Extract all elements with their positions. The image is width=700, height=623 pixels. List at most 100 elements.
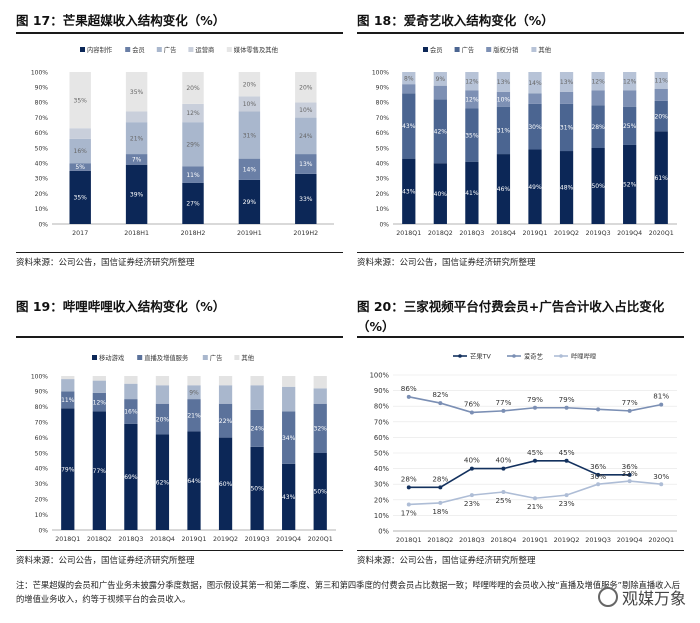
data-label: 41% (465, 190, 479, 197)
data-point (564, 405, 569, 410)
data-point (533, 405, 537, 410)
data-point (406, 485, 411, 490)
bar-segment (559, 151, 574, 224)
bar-segment (187, 376, 201, 386)
data-label: 49% (528, 184, 542, 191)
bar-segment (559, 91, 574, 104)
chart-title: 图 17：芒果超媒收入结构变化（%） (16, 13, 226, 28)
bar-segment (238, 158, 261, 180)
x-tick-label: 2018Q1 (396, 230, 421, 237)
y-tick-label: 90% (35, 85, 49, 92)
legend-swatch (423, 47, 428, 52)
data-label: 24% (299, 133, 313, 140)
x-tick-label: 2019Q4 (617, 536, 643, 544)
data-label: 9% (189, 389, 199, 396)
data-label: 46% (497, 186, 511, 193)
data-point (501, 466, 506, 471)
data-point (469, 410, 474, 415)
bar-segment (295, 117, 317, 155)
data-label: 10% (299, 107, 313, 114)
bar-segment (591, 90, 605, 106)
bar-segment (654, 131, 668, 224)
legend-label: 媒体零售及其他 (234, 45, 279, 54)
bar-segment (313, 376, 327, 389)
data-label: 12% (465, 78, 479, 85)
data-label: 77% (93, 468, 107, 475)
data-label: 29% (243, 199, 257, 206)
title-rule (357, 336, 684, 338)
bar-segment (496, 91, 511, 107)
data-label: 21% (130, 135, 144, 142)
bar-segment (623, 106, 637, 145)
x-tick-label: 2019Q3 (585, 536, 611, 544)
bar-segment (528, 72, 542, 94)
y-tick-label: 100% (31, 373, 48, 380)
x-tick-label: 2019Q4 (617, 230, 642, 237)
legend-label: 广告 (210, 353, 223, 362)
data-point (501, 490, 506, 494)
legend-label: 内容制作 (87, 45, 113, 54)
y-tick-label: 60% (374, 434, 390, 442)
data-label: 22% (219, 418, 233, 425)
data-label: 33% (299, 196, 313, 203)
bar-segment (496, 154, 511, 224)
bar-segment (402, 93, 416, 159)
bar-segment (187, 399, 201, 432)
data-label: 28% (432, 474, 448, 483)
legend-swatch (80, 47, 85, 52)
bar-segment (92, 376, 106, 381)
bar-segment (92, 411, 106, 530)
legend-label: 版权分销 (493, 45, 518, 54)
bar-segment (69, 170, 91, 224)
bar-segment (654, 100, 668, 132)
bar-segment (61, 379, 75, 392)
x-tick-label: 2018Q3 (459, 230, 484, 237)
data-label: 30% (590, 472, 606, 481)
legend-swatch (92, 355, 97, 360)
x-tick-label: 2018Q3 (118, 536, 143, 543)
legend-swatch (486, 47, 492, 52)
source-note: 资料来源：公司公告，国信证券经济研究所整理 (16, 556, 195, 566)
bar-segment (218, 385, 233, 404)
bar-segment (295, 173, 317, 224)
x-tick-label: 2019Q3 (586, 230, 611, 237)
data-label: 43% (282, 494, 296, 501)
data-label: 9% (436, 76, 446, 83)
y-tick-label: 60% (35, 130, 49, 137)
data-label: 76% (464, 399, 480, 408)
y-tick-label: 10% (35, 206, 49, 213)
panel-fig17: 图 17：芒果超媒收入结构变化（%） 0% 10% 20% 30% 40% 50% 60% 7… (16, 8, 343, 278)
y-tick-label: 40% (35, 161, 49, 168)
bar-segment (125, 72, 148, 112)
data-point (406, 394, 411, 399)
data-label: 40% (495, 456, 511, 465)
data-label: 36% (590, 462, 606, 471)
bar-segment (124, 423, 138, 530)
y-tick-label: 30% (35, 176, 49, 183)
data-label: 43% (402, 189, 416, 196)
y-tick-label: 20% (35, 191, 49, 198)
bar-segment (69, 163, 91, 171)
legend-swatch (454, 47, 460, 52)
data-point (501, 408, 506, 413)
data-point (564, 458, 569, 463)
y-tick-label: 40% (35, 466, 49, 473)
data-label: 20% (655, 113, 669, 120)
bar-segment (433, 72, 447, 86)
legend-swatch (125, 47, 131, 52)
x-tick-label: 2019Q2 (554, 536, 580, 544)
x-tick-label: 2018Q4 (491, 536, 517, 544)
data-label: 11% (655, 78, 669, 85)
data-label: 32% (314, 426, 328, 433)
legend-label: 会员 (132, 45, 145, 54)
x-tick-label: 2019Q1 (523, 230, 548, 237)
data-label: 20% (299, 84, 313, 91)
bar-segment (295, 72, 317, 103)
x-tick-label: 2019Q4 (276, 536, 301, 543)
bar-segment (92, 380, 106, 393)
bar-segment (654, 88, 668, 101)
data-label: 86% (401, 384, 417, 393)
data-label: 36% (622, 462, 638, 471)
y-tick-label: 20% (374, 496, 390, 504)
legend-swatch (156, 47, 162, 52)
